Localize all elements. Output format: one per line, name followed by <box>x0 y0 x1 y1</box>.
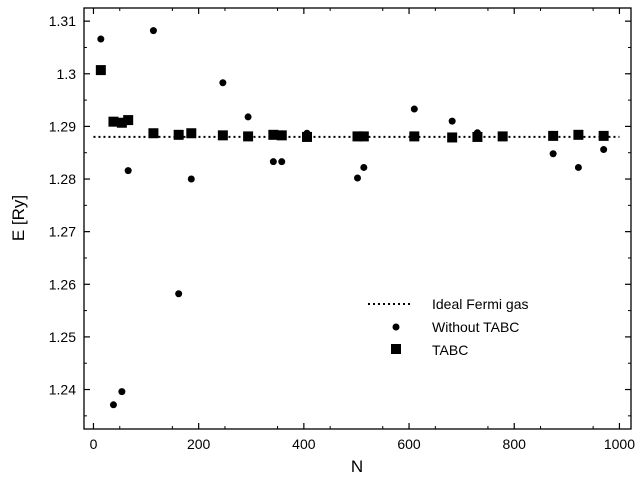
y-tick-label: 1.26 <box>49 276 76 292</box>
x-tick-label: 0 <box>90 436 98 452</box>
point-without-tabc <box>549 150 557 158</box>
point-tabc <box>95 65 106 76</box>
point-tabc <box>186 128 197 139</box>
point-without-tabc <box>410 105 418 113</box>
x-tick-label: 200 <box>187 436 211 452</box>
point-tabc <box>243 131 254 142</box>
point-tabc <box>358 131 369 142</box>
point-tabc <box>409 131 420 142</box>
point-tabc <box>472 131 483 142</box>
point-without-tabc <box>600 146 608 154</box>
x-tick-label: 600 <box>397 436 421 452</box>
point-without-tabc <box>219 79 227 87</box>
point-without-tabc <box>97 35 105 43</box>
point-tabc <box>352 131 363 142</box>
y-axis-title: E [Ry] <box>9 195 28 241</box>
y-tick-label: 1.29 <box>49 118 76 134</box>
point-tabc <box>116 117 127 128</box>
point-tabc <box>108 116 119 127</box>
point-tabc <box>148 128 159 139</box>
point-tabc <box>497 131 508 142</box>
point-without-tabc <box>354 174 361 182</box>
point-without-tabc <box>278 158 286 166</box>
legend-swatch-without-tabc <box>392 323 400 331</box>
series-tabc <box>95 65 609 143</box>
x-axis: 0 200 400 600 800 1000 <box>90 8 635 452</box>
point-without-tabc <box>360 163 368 171</box>
legend-label-ideal-fermi-gas: Ideal Fermi gas <box>432 296 528 312</box>
legend-swatch-tabc <box>391 344 401 354</box>
point-tabc <box>548 130 559 141</box>
legend: Ideal Fermi gas Without TABC TABC <box>368 296 528 358</box>
point-without-tabc <box>448 117 456 125</box>
point-without-tabc <box>269 158 277 166</box>
x-tick-label: 800 <box>503 436 527 452</box>
point-without-tabc <box>149 27 157 35</box>
point-tabc <box>123 115 134 126</box>
point-tabc <box>302 131 313 142</box>
point-tabc <box>447 132 458 143</box>
point-without-tabc <box>175 290 183 298</box>
y-tick-label: 1.27 <box>49 224 76 240</box>
point-without-tabc <box>124 167 132 175</box>
y-axis: 1.24 1.25 1.26 1.27 1.28 1.29 1.3 1.31 <box>49 13 631 417</box>
x-tick-label: 400 <box>292 436 316 452</box>
point-tabc <box>573 129 584 140</box>
y-tick-label: 1.3 <box>57 66 77 82</box>
x-axis-title: N <box>351 457 363 476</box>
point-without-tabc <box>118 388 126 396</box>
point-tabc <box>217 130 228 141</box>
legend-label-tabc: TABC <box>432 342 468 358</box>
series-without-tabc <box>97 27 608 409</box>
plot-frame <box>83 7 632 430</box>
point-tabc <box>268 129 279 140</box>
y-tick-label: 1.28 <box>49 171 76 187</box>
point-without-tabc <box>244 113 252 121</box>
y-tick-label: 1.31 <box>49 13 76 29</box>
point-tabc <box>173 129 184 140</box>
point-tabc <box>598 130 609 141</box>
point-without-tabc <box>109 401 117 409</box>
point-without-tabc <box>187 175 195 183</box>
x-tick-label: 1000 <box>604 436 635 452</box>
y-tick-label: 1.24 <box>49 382 76 398</box>
point-tabc <box>276 130 287 141</box>
legend-label-without-tabc: Without TABC <box>432 319 519 335</box>
point-without-tabc <box>574 163 582 171</box>
y-tick-label: 1.25 <box>49 329 76 345</box>
